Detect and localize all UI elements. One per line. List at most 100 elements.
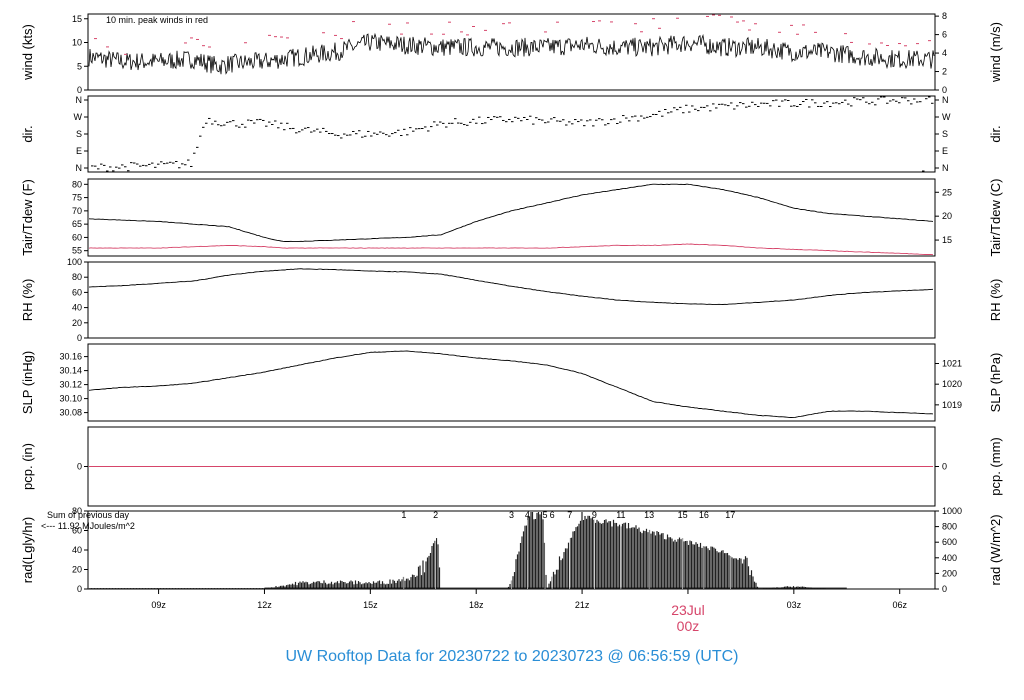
wind-frame — [87, 13, 936, 91]
rad-ytick-label: 60 — [72, 526, 82, 536]
pcp-ylabel-right: pcp. (mm) — [988, 437, 1003, 496]
slp-ylabel: SLP (inHg) — [20, 351, 35, 414]
rh-ytick-label: 40 — [72, 303, 82, 313]
rh-ytick-label: 20 — [72, 318, 82, 328]
rad-ytick-label: 0 — [77, 584, 82, 594]
temp-ylabel-right: Tair/Tdew (C) — [988, 178, 1003, 256]
wind-ytick-right-label: 8 — [942, 11, 947, 21]
slp-series-0 — [88, 350, 934, 419]
slp-ytick-label: 30.08 — [59, 408, 82, 418]
pcp-panel — [84, 426, 939, 507]
pcp-ytick-label: 0 — [77, 462, 82, 472]
pcp-ytick-right-label: 0 — [942, 462, 947, 472]
rad-ytick-right-label: 600 — [942, 537, 957, 547]
x-tick-label: 09z — [151, 600, 166, 610]
temp-series-1 — [88, 243, 934, 256]
rad-hour-label: 5 — [543, 510, 548, 520]
wind-ytick-label: 0 — [77, 85, 82, 95]
temp-series-0 — [88, 183, 934, 243]
temp-ytick-right-label: 15 — [942, 235, 952, 245]
dir-ytick-label: E — [76, 146, 82, 156]
dir-ytick-label: W — [74, 112, 83, 122]
x-tick-label: 12z — [257, 600, 272, 610]
dir-ytick-label: N — [76, 95, 83, 105]
rad-ylabel: rad(Lgly/hr) — [20, 517, 35, 583]
rh-ylabel-right: RH (%) — [988, 279, 1003, 322]
slp-ytick-label: 30.10 — [59, 394, 82, 404]
wind-panel — [84, 13, 939, 91]
rh-panel — [84, 261, 936, 339]
x-tick-label: 06z — [892, 600, 907, 610]
rh-ytick-label: 0 — [77, 333, 82, 343]
x-tick-label: 03z — [787, 600, 802, 610]
rad-ytick-right-label: 0 — [942, 584, 947, 594]
footer-end: 20230723 @ 06:56:59 — [531, 648, 691, 665]
wind-ytick-right-label: 2 — [942, 67, 947, 77]
temp-panel — [84, 178, 939, 257]
rad-hour-label: 2 — [433, 510, 438, 520]
rad-sum-value: <--- 11.92 MJoules/m^2 — [41, 521, 135, 531]
dir-ytick-right-label: W — [942, 112, 951, 122]
temp-ytick-right-label: 25 — [942, 187, 952, 197]
footer-title: UW Rooftop Data for 20230722 to 20230723… — [0, 648, 1024, 666]
wind-ytick-right-label: 0 — [942, 85, 947, 95]
rad-hour-label: 1 — [401, 510, 406, 520]
wind-annotation: 10 min. peak winds in red — [106, 15, 208, 25]
temp-ytick-right-label: 20 — [942, 211, 952, 221]
rh-ylabel: RH (%) — [20, 279, 35, 322]
rad-hour-label: 7 — [567, 510, 572, 520]
rad-panel — [84, 510, 939, 590]
dir-ylabel-right: dir. — [988, 125, 1003, 142]
x-tick-label: 15z — [363, 600, 378, 610]
rad-ytick-right-label: 800 — [942, 522, 957, 532]
temp-frame — [87, 178, 936, 257]
pcp-ylabel: pcp. (in) — [20, 443, 35, 490]
rad-ytick-right-label: 1000 — [942, 506, 962, 516]
wind-ylabel-right: wind (m/s) — [988, 22, 1003, 83]
dir-frame — [87, 95, 936, 173]
dir-ytick-right-label: N — [942, 163, 949, 173]
wind-ytick-label: 5 — [77, 61, 82, 71]
wind-ytick-label: 10 — [72, 38, 82, 48]
temp-ytick-label: 60 — [72, 232, 82, 242]
rad-hour-label: 11 — [616, 510, 625, 520]
rad-ytick-right-label: 200 — [942, 568, 957, 578]
slp-frame — [87, 343, 936, 422]
slp-ylabel-right: SLP (hPa) — [988, 353, 1003, 413]
temp-ytick-label: 65 — [72, 219, 82, 229]
rad-ylabel-right: rad (W/m^2) — [988, 514, 1003, 585]
x-tick-label: 18z — [469, 600, 484, 610]
footer-start: 20230722 — [438, 648, 510, 665]
slp-ytick-right-label: 1020 — [942, 379, 962, 389]
dir-ytick-right-label: N — [942, 95, 949, 105]
rh-ytick-label: 100 — [67, 257, 82, 267]
rad-hour-label: 15 — [678, 510, 688, 520]
temp-ytick-label: 75 — [72, 193, 82, 203]
rh-ytick-label: 60 — [72, 287, 82, 297]
rad-hour-label: 9 — [592, 510, 597, 520]
wind-ylabel: wind (kts) — [20, 24, 35, 81]
temp-ytick-label: 55 — [72, 246, 82, 256]
rad-ytick-label: 20 — [72, 565, 82, 575]
rad-hour-label: 16 — [699, 510, 709, 520]
date-marker-hour: 00z — [677, 618, 700, 634]
temp-ytick-label: 80 — [72, 179, 82, 189]
rad-ytick-right-label: 400 — [942, 553, 957, 563]
wind-ytick-right-label: 6 — [942, 30, 947, 40]
slp-ytick-right-label: 1021 — [942, 359, 962, 369]
footer-to: to — [514, 648, 528, 665]
rad-hour-label: 13 — [644, 510, 654, 520]
footer-prefix: UW Rooftop Data for — [285, 648, 435, 665]
dir-ytick-label: S — [76, 129, 82, 139]
rad-ytick-label: 40 — [72, 545, 82, 555]
dir-ylabel: dir. — [20, 125, 35, 142]
slp-ytick-label: 30.16 — [59, 352, 82, 362]
dir-panel — [84, 95, 939, 173]
date-marker-date: 23Jul — [671, 602, 704, 618]
dir-ytick-label: N — [76, 163, 83, 173]
wind-series-0 — [88, 32, 935, 75]
slp-ytick-right-label: 1019 — [942, 400, 962, 410]
slp-panel — [84, 343, 939, 422]
